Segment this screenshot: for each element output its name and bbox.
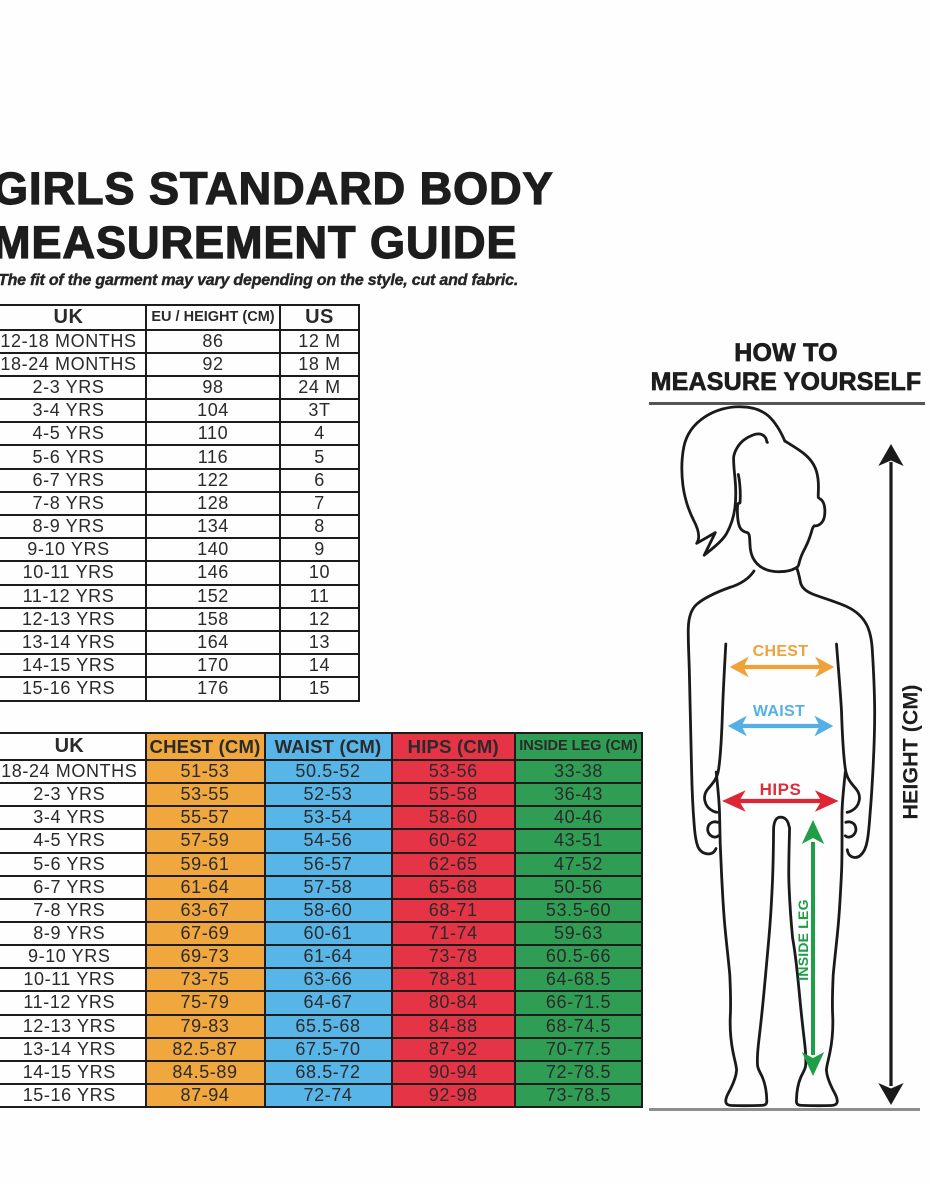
svg-text:CHEST: CHEST <box>753 643 809 660</box>
svg-text:HIPS: HIPS <box>760 780 802 799</box>
svg-text:INSIDE LEG: INSIDE LEG <box>795 899 811 980</box>
svg-text:HEIGHT (CM): HEIGHT (CM) <box>899 685 923 820</box>
svg-text:WAIST: WAIST <box>753 703 805 720</box>
